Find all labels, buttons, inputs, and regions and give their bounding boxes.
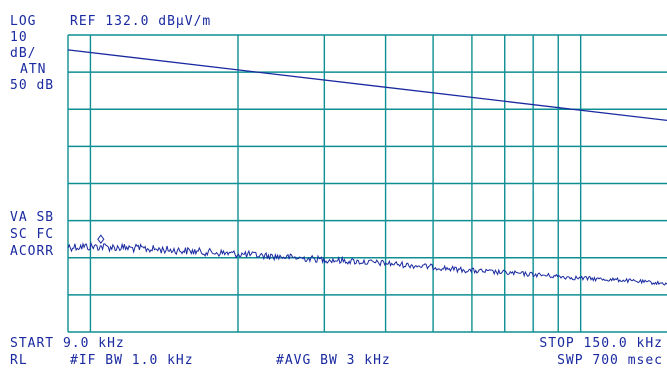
attenuation-label: ATN [20,62,47,77]
scale-mode-label: LOG [10,14,37,29]
scale-unit-label: dB/ [10,46,37,61]
start-frequency-label: START 9.0 kHz [10,336,125,351]
scale-value-label: 10 [10,30,28,45]
avg-bandwidth-label: #AVG BW 3 kHz [276,353,391,368]
sweep-time-label: SWP 700 msec [557,353,663,368]
measured-spectrum-trace [67,241,667,286]
stop-frequency-label: STOP 150.0 kHz [539,336,663,351]
attenuation-value: 50 dB [10,78,55,93]
status-line-3: ACORR [10,244,55,259]
trace-marker [97,234,105,245]
if-bandwidth-label: #IF BW 1.0 kHz [70,353,194,368]
graticule [67,34,667,333]
reference-level-label: REF 132.0 dBµV/m [70,14,212,29]
status-line-2: SC FC [10,227,55,242]
rl-label: RL [10,353,28,368]
status-line-1: VA SB [10,210,55,225]
limit-line-trace [67,49,667,122]
marker-diamond-icon [97,234,105,245]
